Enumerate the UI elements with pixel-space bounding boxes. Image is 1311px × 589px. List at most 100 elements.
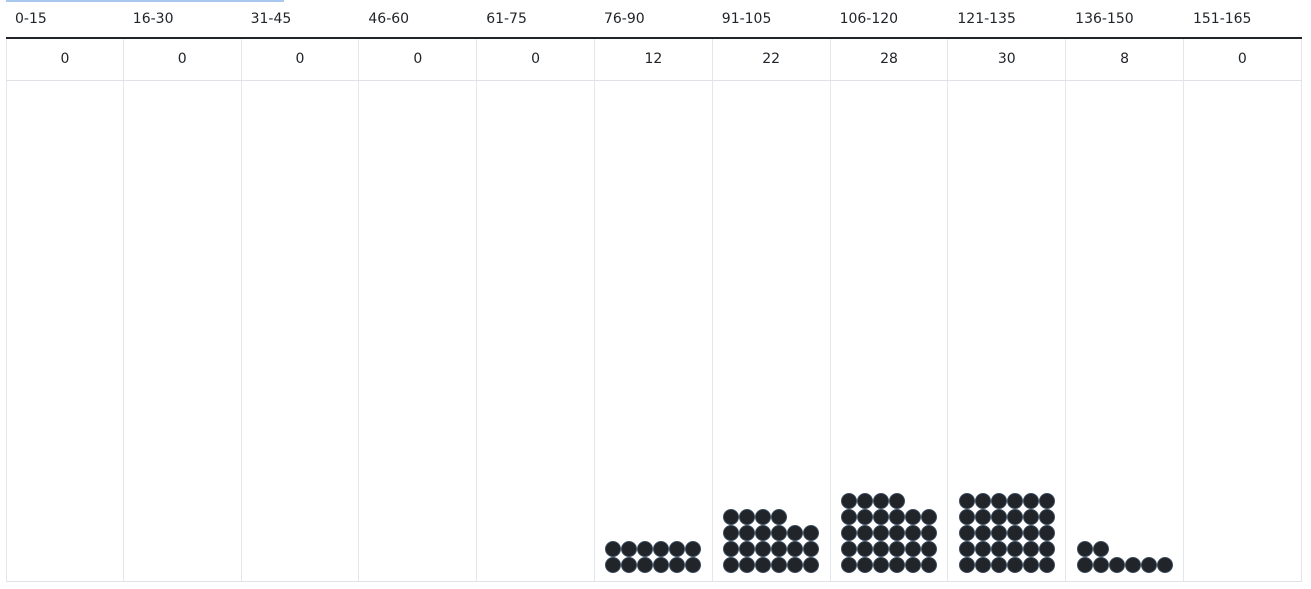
bin-count: 0 [6,39,124,80]
data-dot [1022,493,1039,509]
bin-dots-column [124,81,242,581]
data-dot [1156,557,1173,573]
data-dot [803,557,820,573]
data-dot [685,541,702,557]
data-dot [653,557,670,573]
bin-label: 31-45 [250,11,292,27]
data-dot [669,541,686,557]
data-dot [1076,541,1093,557]
data-dot [974,525,991,541]
data-dot [605,557,622,573]
dot-row [723,525,820,541]
data-dot [904,509,921,525]
data-dot [974,493,991,509]
data-dot [755,557,772,573]
data-dot [958,493,975,509]
data-dot [856,541,873,557]
data-dot [904,541,921,557]
data-dot [787,525,804,541]
data-dot [974,509,991,525]
data-dot [669,557,686,573]
dot-row [840,541,937,557]
data-dot [787,541,804,557]
bin-dots-column [6,81,124,581]
dot-row [840,493,937,509]
data-dot [1022,509,1039,525]
data-dot [872,509,889,525]
data-dot [990,509,1007,525]
bin-label: 46-60 [368,11,410,27]
data-dot [723,557,740,573]
dot-row [1076,541,1173,557]
bin-label: 136-150 [1075,11,1134,27]
selection-accent-bar [6,0,284,2]
dot-row [605,541,702,557]
dot-stack [831,493,948,573]
data-dot [1076,557,1093,573]
data-dot [621,541,638,557]
bin-count: 0 [1184,39,1302,80]
data-dot [723,525,740,541]
data-dot [1038,557,1055,573]
data-dot [771,525,788,541]
dots-row [6,81,1302,582]
data-dot [904,525,921,541]
bin-label: 151-165 [1192,11,1252,27]
data-dot [958,541,975,557]
data-dot [723,541,740,557]
dot-row [605,557,702,573]
data-dot [872,541,889,557]
data-dot [1108,557,1125,573]
bin-dots-column [1184,81,1302,581]
data-dot [605,541,622,557]
data-dot [958,525,975,541]
bin-dots-column [242,81,360,581]
data-dot [958,557,975,573]
data-dot [856,493,873,509]
dot-row [958,525,1055,541]
data-dot [840,541,857,557]
dot-row [723,541,820,557]
dot-row [840,557,937,573]
bin-label: 16-30 [132,11,174,27]
data-dot [621,557,638,573]
data-dot [1006,525,1023,541]
bin-dots-column [1066,81,1184,581]
bin-count: 0 [124,39,242,80]
data-dot [739,509,756,525]
dot-row [958,557,1055,573]
data-dot [1140,557,1157,573]
bin-count: 12 [595,39,713,80]
data-dot [1092,541,1109,557]
data-dot [840,493,857,509]
data-dot [904,557,921,573]
data-dot [739,541,756,557]
dot-row [1076,557,1173,573]
data-dot [755,525,772,541]
dot-row [840,509,937,525]
data-dot [1038,493,1055,509]
data-dot [803,525,820,541]
data-dot [1038,525,1055,541]
data-dot [872,525,889,541]
data-dot [990,557,1007,573]
dot-row [840,525,937,541]
data-dot [990,493,1007,509]
bin-count: 8 [1066,39,1184,80]
data-dot [888,509,905,525]
data-dot [920,557,937,573]
data-dot [958,509,975,525]
bin-dots-column [359,81,478,581]
bin-dots-column [831,81,949,581]
bin-label: 91-105 [721,11,772,27]
data-dot [888,557,905,573]
bin-dots-column [595,81,713,581]
data-dot [920,525,937,541]
data-dot [787,557,804,573]
data-dot [755,541,772,557]
data-dot [1038,541,1055,557]
bin-dots-column [948,81,1067,581]
data-dot [872,493,889,509]
dot-row [958,493,1055,509]
data-dot [888,493,905,509]
